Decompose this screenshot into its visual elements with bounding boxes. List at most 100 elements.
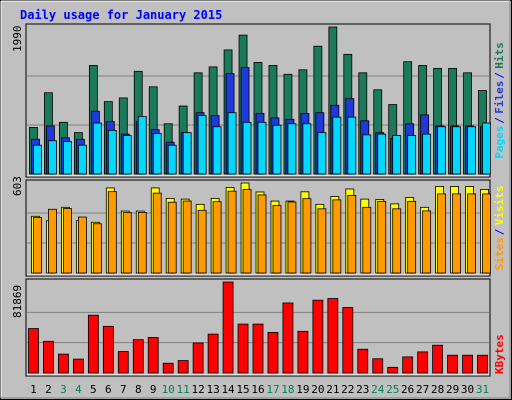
- x-tick-label-day-8: 8: [135, 383, 142, 396]
- x-tick-label-day-7: 7: [120, 383, 127, 396]
- bar-sites-day-17: [272, 205, 282, 274]
- x-tick-label-day-23: 23: [356, 383, 369, 396]
- x-tick-label-day-1: 1: [30, 383, 37, 396]
- bar-pages-day-19: [302, 123, 312, 175]
- bar-sites-day-26: [407, 200, 417, 274]
- bar-pages-day-28: [437, 126, 447, 175]
- legend-separator: /: [493, 72, 506, 79]
- bar-sites-day-28: [437, 193, 447, 274]
- bar-pages-day-8: [137, 115, 147, 175]
- bar-sites-day-7: [122, 212, 132, 274]
- bar-pages-day-27: [422, 133, 432, 175]
- bar-kbytes-day-21: [327, 298, 339, 374]
- bar-sites-day-31: [482, 193, 491, 274]
- bar-kbytes-day-1: [28, 328, 39, 374]
- x-tick-label-day-3: 3: [60, 383, 67, 396]
- bar-sites-day-10: [167, 201, 177, 274]
- x-tick-label-day-27: 27: [416, 383, 429, 396]
- bar-kbytes-day-3: [58, 353, 69, 374]
- x-tick-label-day-30: 30: [461, 383, 474, 396]
- x-tick-label-day-5: 5: [90, 383, 97, 396]
- bar-kbytes-day-23: [357, 348, 369, 374]
- bar-kbytes-day-10: [162, 362, 174, 374]
- bar-kbytes-day-26: [402, 356, 414, 374]
- bar-kbytes-day-28: [432, 344, 444, 374]
- bar-kbytes-day-8: [132, 339, 144, 374]
- bar-sites-day-4: [77, 216, 87, 274]
- bar-pages-day-13: [212, 126, 222, 175]
- bar-kbytes-day-18: [282, 302, 294, 374]
- bar-kbytes-day-13: [207, 333, 219, 374]
- bar-pages-day-11: [182, 132, 192, 175]
- x-tick-label-day-17: 17: [266, 383, 279, 396]
- bar-sites-day-8: [137, 212, 147, 274]
- bars-layer: [28, 26, 491, 374]
- x-tick-label-day-25: 25: [386, 383, 399, 396]
- bar-pages-day-24: [377, 133, 387, 175]
- bar-sites-day-13: [212, 201, 222, 274]
- bar-kbytes-day-27: [417, 351, 429, 374]
- bar-sites-day-6: [107, 191, 117, 274]
- bar-pages-day-12: [197, 115, 207, 175]
- x-tick-label-day-19: 19: [296, 383, 309, 396]
- legend-layer: Pages / Files / Hits Sites / Visits KBytes: [493, 42, 506, 374]
- bar-pages-day-15: [242, 121, 252, 175]
- bar-sites-day-23: [362, 206, 372, 274]
- bar-kbytes-day-25: [387, 366, 399, 374]
- bar-sites-day-24: [377, 200, 387, 274]
- x-tick-label-day-10: 10: [162, 383, 175, 396]
- bar-kbytes-day-6: [102, 325, 114, 374]
- bar-pages-day-6: [107, 130, 117, 175]
- middle-panel-max-label: 603: [11, 176, 24, 196]
- x-tick-label-day-6: 6: [105, 383, 112, 396]
- bar-kbytes-day-22: [342, 307, 354, 374]
- bar-sites-day-1: [33, 217, 42, 274]
- legend-pages: Pages: [493, 126, 506, 159]
- bar-pages-day-2: [48, 140, 57, 175]
- bar-pages-day-20: [317, 132, 327, 175]
- bar-kbytes-day-20: [312, 299, 324, 374]
- chart-title: Daily usage for January 2015: [20, 8, 222, 22]
- bar-sites-day-11: [182, 200, 192, 274]
- bar-pages-day-22: [347, 116, 357, 175]
- legend-visits: Visits: [493, 186, 506, 226]
- x-tick-label-day-20: 20: [311, 383, 324, 396]
- x-tick-label-day-29: 29: [446, 383, 459, 396]
- legend-kbytes: KBytes: [493, 334, 506, 374]
- legend-separator: /: [493, 228, 506, 235]
- x-axis-labels: 1 2 3 4 5 6 7 8 9 10 11 12 13 14 15 16 17 18 19 20 21 22 23 24 2…: [30, 383, 489, 396]
- bar-sites-day-22: [347, 194, 357, 274]
- bar-kbytes-day-31: [477, 354, 488, 374]
- bar-pages-day-26: [407, 135, 417, 175]
- x-tick-label-day-9: 9: [150, 383, 157, 396]
- bar-kbytes-day-14: [222, 281, 234, 374]
- bar-sites-day-2: [48, 208, 57, 274]
- bar-kbytes-day-11: [177, 360, 189, 374]
- bar-pages-day-7: [122, 135, 132, 175]
- legend-separator: /: [493, 117, 506, 124]
- bar-pages-day-1: [33, 144, 42, 175]
- bar-sites-day-5: [92, 223, 102, 274]
- bar-kbytes-day-24: [372, 358, 384, 374]
- x-tick-label-day-4: 4: [75, 383, 82, 396]
- bar-kbytes-day-7: [117, 351, 129, 374]
- x-tick-label-day-13: 13: [206, 383, 219, 396]
- legend-files: Files: [493, 81, 506, 114]
- bar-kbytes-day-19: [297, 330, 309, 374]
- x-tick-label-day-31: 31: [476, 383, 489, 396]
- x-tick-label-day-24: 24: [371, 383, 385, 396]
- bar-pages-day-17: [272, 124, 282, 175]
- bar-sites-day-9: [152, 192, 162, 274]
- bar-sites-day-12: [197, 209, 207, 274]
- bar-kbytes-day-15: [237, 323, 249, 374]
- bar-sites-day-3: [63, 208, 72, 274]
- bar-pages-day-29: [452, 126, 461, 175]
- bar-pages-day-30: [467, 126, 476, 175]
- bar-kbytes-day-5: [87, 314, 99, 374]
- x-tick-label-day-28: 28: [431, 383, 444, 396]
- x-tick-label-day-2: 2: [45, 383, 52, 396]
- x-tick-label-day-21: 21: [326, 383, 339, 396]
- bar-pages-day-3: [63, 141, 72, 175]
- bar-sites-day-14: [227, 190, 237, 274]
